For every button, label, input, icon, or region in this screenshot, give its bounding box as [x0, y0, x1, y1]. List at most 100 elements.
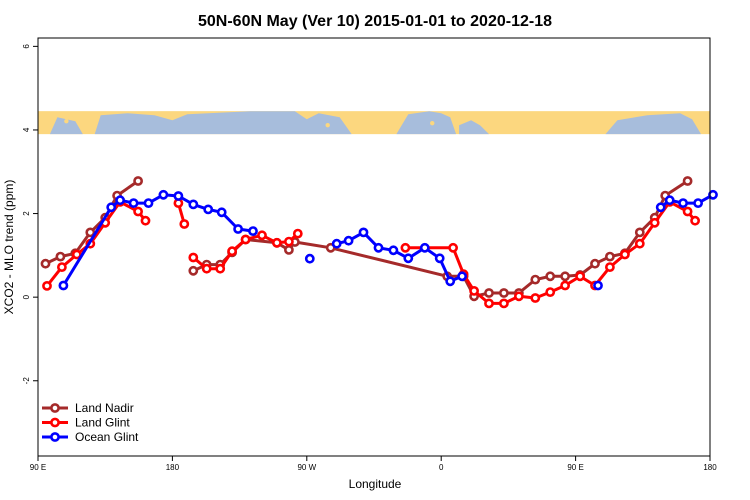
data-point-land-glint: [57, 262, 67, 272]
series-line-land-nadir: [44, 179, 139, 266]
legend-label-ocean-glint: Ocean Glint: [75, 430, 139, 444]
map-island: [71, 112, 77, 118]
data-point-land-glint: [215, 263, 226, 274]
data-point-ocean-glint: [106, 202, 117, 213]
data-point-land-nadir: [530, 274, 541, 285]
data-point-ocean-glint: [128, 198, 139, 208]
map-island: [64, 118, 69, 124]
data-point-ocean-glint: [403, 253, 414, 264]
data-point-ocean-glint: [143, 198, 154, 208]
data-point-land-glint: [227, 246, 237, 257]
data-point-ocean-glint: [233, 224, 243, 234]
x-axis: 90 E 180 90 W 0 90 E 180: [30, 456, 717, 472]
x-tick-label: 180: [703, 463, 717, 472]
data-point-ocean-glint: [457, 271, 467, 282]
data-point-land-nadir: [188, 265, 199, 276]
legend-marker-land-nadir: [50, 403, 60, 413]
data-point-land-glint: [634, 238, 645, 249]
y-axis-label: XCO2 - MLO trend (ppm): [2, 180, 16, 315]
data-point-land-glint: [484, 298, 494, 309]
data-point-land-nadir: [283, 244, 294, 255]
data-point-land-glint: [292, 228, 303, 239]
data-point-ocean-glint: [693, 198, 703, 208]
data-point-ocean-glint: [419, 242, 430, 253]
map-ocean-region: [94, 111, 352, 135]
data-point-land-glint: [605, 262, 615, 272]
data-point-ocean-glint: [115, 195, 125, 206]
data-point-land-glint: [469, 285, 479, 296]
data-point-ocean-glint: [434, 253, 445, 264]
y-axis: -2 0 2 4 6: [22, 44, 38, 385]
chart-title: 50N-60N May (Ver 10) 2015-01-01 to 2020-…: [198, 13, 552, 30]
data-point-land-nadir: [55, 251, 66, 262]
map-island: [430, 120, 435, 126]
data-point-ocean-glint: [216, 207, 227, 218]
data-point-ocean-glint: [188, 199, 199, 210]
data-point-ocean-glint: [593, 280, 603, 291]
data-point-ocean-glint: [373, 242, 384, 253]
world-map-strip: [38, 111, 710, 135]
data-point-land-nadir: [634, 227, 645, 238]
data-point-land-nadir: [560, 271, 570, 282]
map-ocean-region: [49, 117, 83, 135]
data-point-ocean-glint: [203, 204, 214, 215]
series-line-ocean-glint: [336, 230, 463, 283]
plot-frame: [37, 37, 711, 457]
data-point-land-glint: [179, 219, 190, 229]
series-line-land-glint: [45, 200, 147, 287]
legend-marker-land-glint: [50, 417, 60, 428]
data-point-land-glint: [400, 242, 411, 253]
data-point-land-glint: [201, 263, 212, 274]
legend-label-land-glint: Land Glint: [75, 416, 130, 430]
data-point-land-glint: [240, 234, 251, 245]
data-point-ocean-glint: [343, 235, 354, 246]
x-axis-label: Longitude: [349, 477, 402, 491]
data-point-land-glint: [498, 298, 509, 309]
x-tick-label: 0: [439, 463, 444, 472]
data-point-land-glint: [448, 242, 458, 253]
data-point-land-glint: [42, 280, 52, 291]
data-point-land-glint: [545, 287, 556, 297]
x-tick-label: 90 E: [30, 463, 46, 472]
data-point-ocean-glint: [655, 202, 666, 213]
data-point-land-glint: [682, 206, 693, 217]
data-point-land-nadir: [605, 251, 615, 262]
data-point-ocean-glint: [58, 280, 69, 291]
data-point-land-glint: [514, 291, 524, 302]
plot-area: [40, 176, 718, 309]
x-tick-label: 90 W: [297, 463, 316, 472]
data-point-land-nadir: [133, 176, 143, 186]
data-point-land-nadir: [498, 288, 509, 298]
data-point-land-glint: [283, 236, 294, 247]
data-point-land-glint: [257, 230, 267, 241]
series-ocean-glint: [58, 189, 718, 291]
data-point-ocean-glint: [664, 195, 675, 206]
data-point-ocean-glint: [358, 227, 369, 238]
legend-marker-ocean-glint: [50, 432, 60, 442]
data-point-ocean-glint: [173, 191, 184, 201]
data-point-land-glint: [271, 237, 282, 248]
data-point-land-nadir: [40, 258, 51, 269]
y-tick-label: 4: [22, 127, 31, 132]
data-point-ocean-glint: [304, 253, 315, 264]
x-tick-label: 90 E: [567, 463, 583, 472]
map-ocean-region: [605, 113, 701, 135]
data-point-land-glint: [140, 215, 151, 226]
y-tick-label: -2: [22, 377, 31, 385]
series-land-glint: [42, 196, 700, 309]
data-point-land-glint: [188, 252, 199, 263]
data-point-land-nadir: [682, 176, 693, 186]
data-point-land-nadir: [484, 288, 494, 298]
data-point-land-nadir: [590, 258, 600, 269]
data-point-ocean-glint: [331, 238, 342, 249]
y-tick-label: 2: [22, 211, 31, 216]
data-point-land-glint: [530, 293, 541, 303]
data-point-land-glint: [620, 249, 630, 260]
data-point-ocean-glint: [445, 276, 456, 287]
data-point-land-glint: [71, 249, 82, 260]
map-ocean-region: [459, 120, 489, 135]
data-point-ocean-glint: [388, 245, 399, 256]
map-island: [325, 122, 330, 128]
